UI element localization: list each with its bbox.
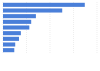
grid-line	[97, 2, 98, 53]
bar	[3, 48, 14, 52]
bar	[3, 37, 19, 41]
bar	[3, 20, 31, 24]
bar	[3, 8, 62, 12]
bar	[3, 31, 21, 35]
bar	[3, 25, 29, 29]
chart-container	[0, 0, 100, 71]
chart-svg	[0, 0, 100, 71]
grid-line	[73, 2, 74, 53]
bar	[3, 42, 15, 46]
bar	[3, 3, 85, 7]
bar	[3, 14, 36, 18]
bars	[3, 3, 85, 52]
